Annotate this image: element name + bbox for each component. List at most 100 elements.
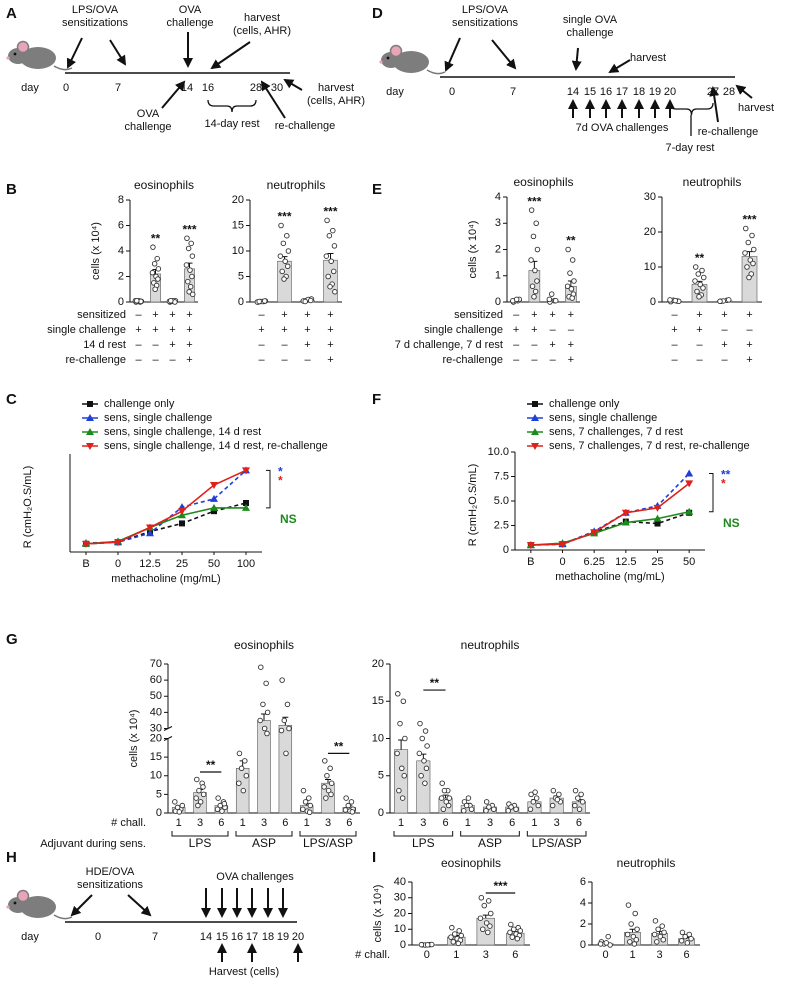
data-point (556, 791, 562, 798)
arrow (735, 84, 753, 99)
panel-letter: G (6, 631, 18, 648)
y-tick-label: 20 (394, 907, 406, 919)
data-point (634, 926, 640, 933)
bar (278, 724, 293, 814)
y-tick-label: 20 (150, 732, 162, 744)
data-point (700, 285, 706, 291)
data-point (744, 264, 750, 270)
data-point (423, 765, 430, 772)
data-point (513, 296, 520, 303)
data-point (685, 469, 694, 477)
group-bracket (460, 831, 520, 837)
legend-label: sens, 7 challenges, 7 d rest (549, 426, 683, 438)
data-point (468, 806, 475, 813)
timeline-note: HDE/OVA (86, 866, 135, 878)
data-point (546, 296, 553, 303)
data-point (578, 791, 584, 798)
data-point (550, 787, 557, 794)
data-point (678, 938, 685, 944)
day-tick-label: 7 (510, 86, 516, 98)
x-tick-label: 50 (683, 556, 695, 568)
condition-cell: + (746, 354, 752, 366)
y-tick-label: 3 (495, 217, 501, 229)
data-point (402, 735, 408, 742)
data-point (576, 806, 583, 813)
condition-cell: + (696, 324, 702, 336)
arrow (70, 894, 93, 917)
timeline-note: single OVA (563, 14, 618, 26)
data-point (659, 923, 665, 929)
condition-cell: – (746, 324, 753, 336)
x-tick-label: 3 (420, 817, 426, 829)
x-tick-label: 12.5 (615, 556, 636, 568)
legend-label: sens, single challenge (549, 412, 657, 424)
y-axis-label: cells (x 10⁴) (128, 710, 140, 768)
mouse-nose (6, 56, 10, 60)
data-point (526, 542, 535, 550)
data-point (481, 902, 488, 909)
data-point (146, 524, 154, 532)
data-point (747, 257, 754, 263)
data-point (185, 278, 191, 285)
data-point (210, 503, 218, 511)
bar (394, 749, 409, 814)
data-point (485, 898, 492, 904)
data-point (535, 802, 541, 809)
arrow (571, 47, 582, 71)
data-point (508, 804, 514, 810)
annotation: ** (721, 468, 731, 482)
significance: ** (151, 231, 161, 245)
condition-cell: + (186, 324, 192, 336)
data-point (528, 207, 535, 213)
timeline-note: re-challenge (698, 126, 759, 138)
condition-cell: + (549, 309, 555, 321)
legend-marker (531, 428, 539, 435)
data-point (150, 244, 156, 250)
data-point (632, 910, 638, 917)
data-point (749, 232, 755, 239)
data-point (746, 274, 752, 281)
condition-cell: – (258, 354, 265, 366)
condition-cell: + (304, 339, 310, 351)
data-point (155, 276, 161, 282)
data-point (149, 269, 156, 276)
x-tick-label: 1 (629, 949, 635, 961)
data-point (534, 278, 540, 284)
data-point (684, 940, 691, 946)
panel-letter: I (372, 849, 376, 866)
x-tick-label: 1 (304, 817, 310, 829)
data-point (533, 220, 539, 226)
x-tick-label: 6 (683, 949, 689, 961)
day-label: day (21, 82, 39, 94)
data-point (331, 243, 338, 249)
condition-cell: – (531, 339, 538, 351)
y-tick-label: 40 (394, 876, 406, 888)
timeline-note: challenge (166, 17, 213, 29)
data-point (396, 787, 402, 794)
data-point (483, 920, 490, 926)
condition-cell: + (281, 309, 287, 321)
data-point (152, 286, 158, 293)
data-point (307, 802, 314, 809)
series-line (530, 482, 690, 546)
timeline-note: (cells, AHR) (233, 25, 291, 37)
y-tick-label: 5 (378, 770, 384, 782)
condition-cell: + (135, 324, 141, 336)
data-point (532, 789, 538, 795)
x-tick-label: 6 (346, 817, 352, 829)
group-label: ASP (252, 836, 276, 850)
significance: *** (493, 879, 507, 893)
data-point (627, 939, 633, 945)
group-label: LPS (412, 836, 435, 850)
data-point (422, 728, 429, 734)
data-point (188, 240, 194, 247)
data-point (450, 939, 457, 945)
condition-cell: – (671, 309, 678, 321)
data-point (534, 246, 541, 253)
data-point (168, 297, 174, 304)
data-point (328, 791, 334, 798)
chart-title: eosinophils (441, 856, 501, 870)
y-axis-label: R (cmH₂O.S/mL) (467, 464, 479, 547)
y-tick-label: 20 (232, 194, 244, 206)
data-point (483, 799, 490, 805)
